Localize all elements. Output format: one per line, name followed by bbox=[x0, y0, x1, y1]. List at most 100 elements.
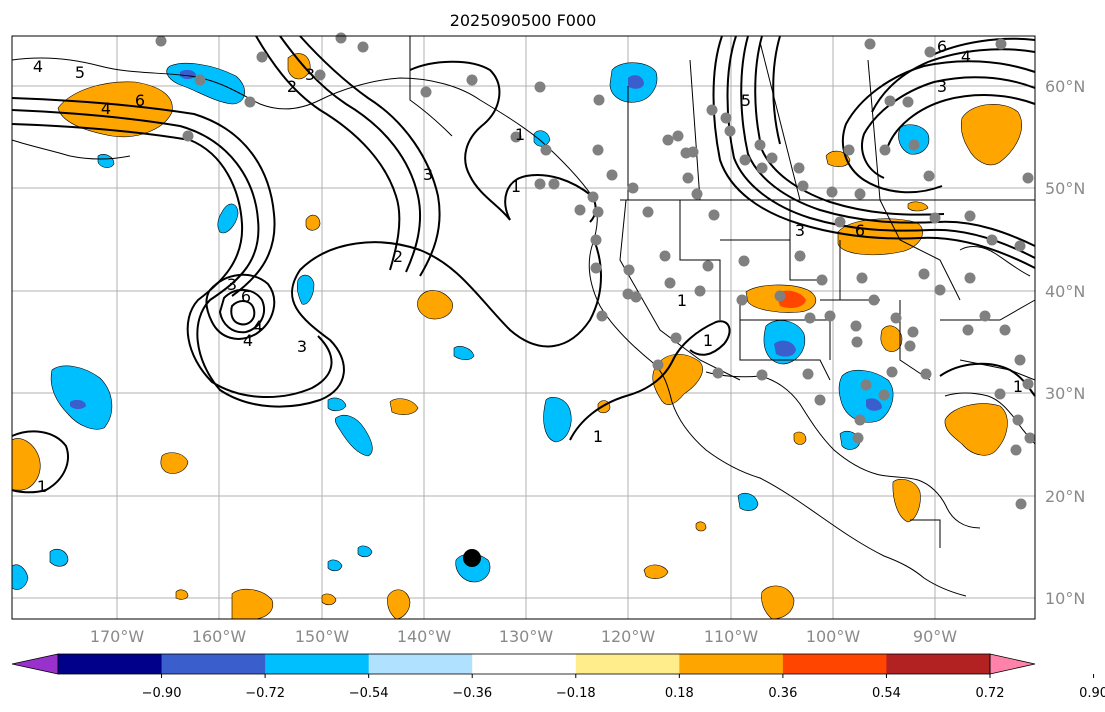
contour-label: 4 bbox=[101, 99, 111, 118]
contour-label: 1 bbox=[515, 125, 525, 144]
station-dot bbox=[766, 152, 778, 164]
station-dot bbox=[670, 332, 682, 344]
station-dot bbox=[826, 186, 838, 198]
colorbar-frame bbox=[57, 653, 991, 675]
station-dot bbox=[794, 250, 806, 262]
station-dot bbox=[736, 294, 748, 306]
contour-label: 3 bbox=[227, 275, 237, 294]
station-dot bbox=[884, 95, 896, 107]
lat-tick-label: 40°N bbox=[1045, 282, 1085, 301]
contour-label: 2 bbox=[287, 77, 297, 96]
station-dot bbox=[868, 294, 880, 306]
station-dot bbox=[962, 324, 974, 336]
station-dot bbox=[902, 96, 914, 108]
station-dot bbox=[1010, 444, 1022, 456]
station-dot bbox=[593, 94, 605, 106]
station-dot bbox=[738, 255, 750, 267]
colorbar-tick-label: 0.72 bbox=[976, 686, 1005, 701]
lon-tick-label: 150°W bbox=[295, 627, 350, 646]
station-dot bbox=[708, 209, 720, 221]
colorbar-segment bbox=[368, 654, 473, 674]
contour-label: 1 bbox=[703, 331, 713, 350]
location-marker bbox=[463, 549, 481, 567]
station-dot bbox=[856, 272, 868, 284]
station-dot bbox=[182, 130, 194, 142]
station-dot bbox=[964, 210, 976, 222]
station-dot bbox=[652, 359, 664, 371]
colorbar-segment bbox=[782, 654, 887, 674]
station-dot bbox=[1015, 498, 1027, 510]
station-dot bbox=[627, 182, 639, 194]
station-dot bbox=[664, 277, 676, 289]
colorbar-tick-label: −0.36 bbox=[452, 686, 492, 701]
station-dot bbox=[596, 310, 608, 322]
graticule bbox=[12, 36, 1035, 619]
station-dot bbox=[879, 144, 891, 156]
station-dot bbox=[908, 139, 920, 151]
station-dot bbox=[890, 312, 902, 324]
station-dot bbox=[256, 51, 268, 63]
station-dot bbox=[851, 336, 863, 348]
contour-label: 5 bbox=[741, 91, 751, 110]
station-dot bbox=[923, 170, 935, 182]
station-dot bbox=[814, 394, 826, 406]
negative-anomaly-strong bbox=[70, 69, 882, 411]
station-markers bbox=[155, 32, 1036, 510]
station-dot bbox=[854, 188, 866, 200]
lat-tick-label: 60°N bbox=[1045, 77, 1085, 96]
station-dot bbox=[592, 206, 604, 218]
station-dot bbox=[642, 206, 654, 218]
contour-label: 2 bbox=[393, 247, 403, 266]
station-dot bbox=[1014, 240, 1026, 252]
station-dot bbox=[816, 274, 828, 286]
station-dot bbox=[623, 264, 635, 276]
contour-lines bbox=[11, 35, 1036, 494]
station-dot bbox=[590, 234, 602, 246]
contour-label: 6 bbox=[135, 91, 145, 110]
station-dot bbox=[886, 366, 898, 378]
contour-label: 4 bbox=[33, 57, 43, 76]
colorbar-tick-label: −0.90 bbox=[142, 686, 182, 701]
contour-label: 5 bbox=[75, 63, 85, 82]
station-dot bbox=[756, 162, 768, 174]
station-dot bbox=[843, 144, 855, 156]
colorbar-tick-label: 0.18 bbox=[665, 686, 694, 701]
colorbar-tick-labels: −0.90 −0.72 −0.54 −0.36 −0.18 0.18 0.36 0.54 0.7… bbox=[142, 674, 1105, 701]
station-dot bbox=[540, 144, 552, 156]
contour-label: 6 bbox=[937, 37, 947, 56]
contour-label: 6 bbox=[241, 287, 251, 306]
station-dot bbox=[824, 310, 836, 322]
station-dot bbox=[864, 38, 876, 50]
contour-label: 3 bbox=[297, 337, 307, 356]
station-dot bbox=[878, 389, 890, 401]
colorbar-segment bbox=[886, 654, 991, 674]
station-dot bbox=[979, 310, 991, 322]
colorbar-tick-label: −0.72 bbox=[245, 686, 285, 701]
station-dot bbox=[592, 144, 604, 156]
colorbar-segment bbox=[679, 654, 784, 674]
colorbar-tick-label: 0.54 bbox=[872, 686, 901, 701]
station-dot bbox=[918, 268, 930, 280]
station-dot bbox=[314, 69, 326, 81]
lat-tick-label: 20°N bbox=[1045, 487, 1085, 506]
station-dot bbox=[860, 379, 872, 391]
contour-label: 3 bbox=[305, 65, 315, 84]
station-dot bbox=[1022, 378, 1034, 390]
contour-label: 3 bbox=[937, 77, 947, 96]
station-dot bbox=[754, 139, 766, 151]
map-panel: 4 5 4 6 3 3 4 2 6 4 2 3 3 1 1 6 3 5 6 4 … bbox=[11, 32, 1036, 620]
station-dot bbox=[850, 320, 862, 332]
contour-label: 4 bbox=[243, 331, 253, 350]
lon-tick-label: 120°W bbox=[601, 627, 656, 646]
station-dot bbox=[672, 130, 684, 142]
contour-label: 1 bbox=[1013, 377, 1023, 396]
station-dot bbox=[622, 288, 634, 300]
negative-anomaly-fill bbox=[11, 62, 930, 590]
station-dot bbox=[590, 262, 602, 274]
contour-label: 1 bbox=[677, 291, 687, 310]
longitude-labels: 170°W 160°W 150°W 140°W 130°W 120°W 110°… bbox=[90, 627, 957, 646]
station-dot bbox=[999, 324, 1011, 336]
station-dot bbox=[194, 74, 206, 86]
colorbar-segment bbox=[575, 654, 680, 674]
station-dot bbox=[920, 368, 932, 380]
